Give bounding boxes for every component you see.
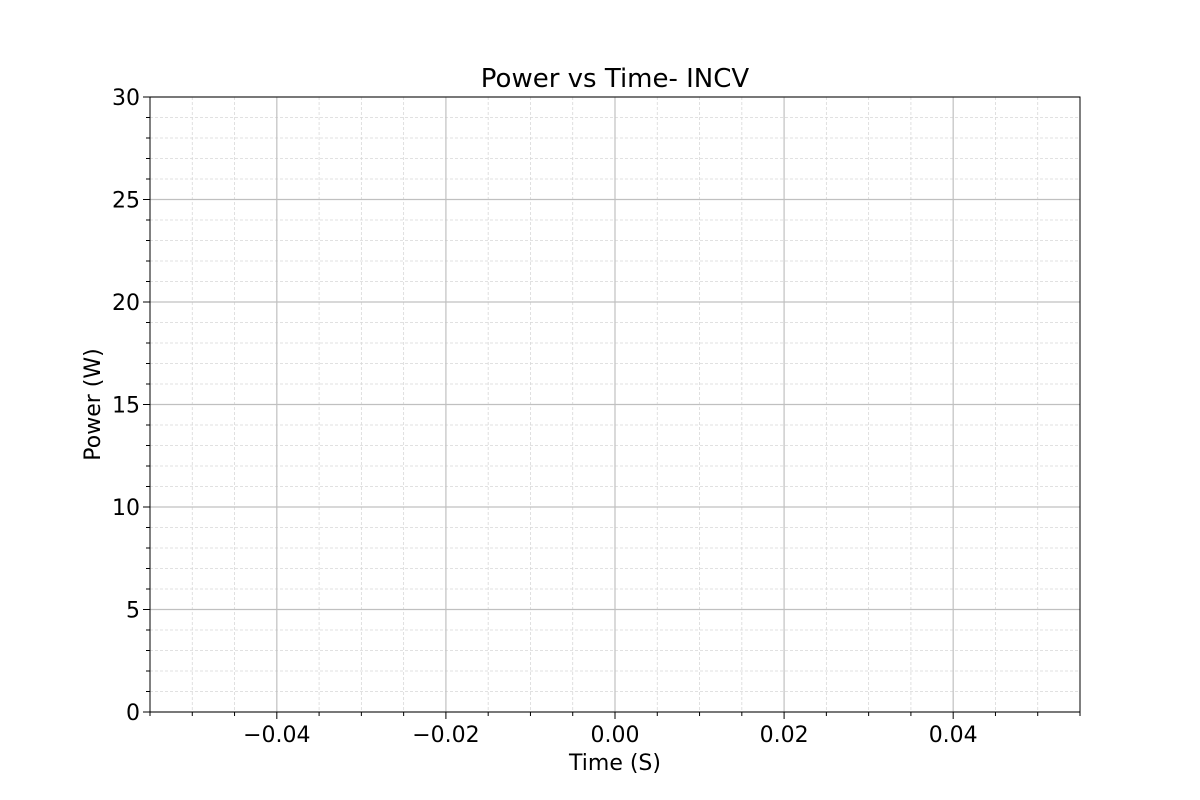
plot-area [149, 96, 1081, 713]
y-tick-label: 20 [112, 291, 140, 316]
y-tick-label: 25 [112, 189, 140, 214]
x-tick-label: 0.02 [760, 723, 809, 748]
y-tick-label: 30 [112, 86, 140, 111]
y-tick-label: 15 [112, 394, 140, 419]
y-tick-label: 5 [126, 599, 140, 624]
x-axis-label: Time (S) [568, 751, 661, 776]
x-tick-label: 0.00 [591, 723, 640, 748]
y-axis: 0 5 10 15 20 25 30 [112, 86, 150, 726]
x-tick-label: 0.04 [929, 723, 978, 748]
x-tick-label: −0.04 [243, 723, 310, 748]
x-tick-label: −0.02 [412, 723, 479, 748]
y-tick-label: 10 [112, 496, 140, 521]
x-axis: −0.04 −0.02 0.00 0.02 0.04 [149, 712, 1081, 748]
y-tick-label: 0 [126, 701, 140, 726]
y-axis-label: Power (W) [81, 348, 106, 460]
chart-title: Power vs Time- INCV [481, 64, 750, 94]
